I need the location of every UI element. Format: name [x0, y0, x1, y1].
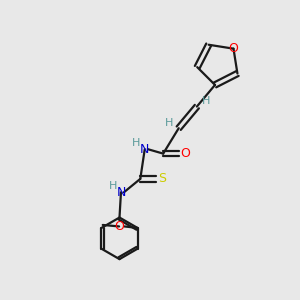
- Text: O: O: [229, 42, 238, 55]
- Text: H: H: [165, 118, 173, 128]
- Text: H: H: [132, 138, 141, 148]
- Text: N: N: [116, 186, 126, 199]
- Text: N: N: [140, 143, 149, 156]
- Text: O: O: [114, 220, 124, 233]
- Text: S: S: [159, 172, 167, 185]
- Text: H: H: [202, 96, 211, 106]
- Text: H: H: [109, 181, 117, 191]
- Text: O: O: [181, 147, 190, 160]
